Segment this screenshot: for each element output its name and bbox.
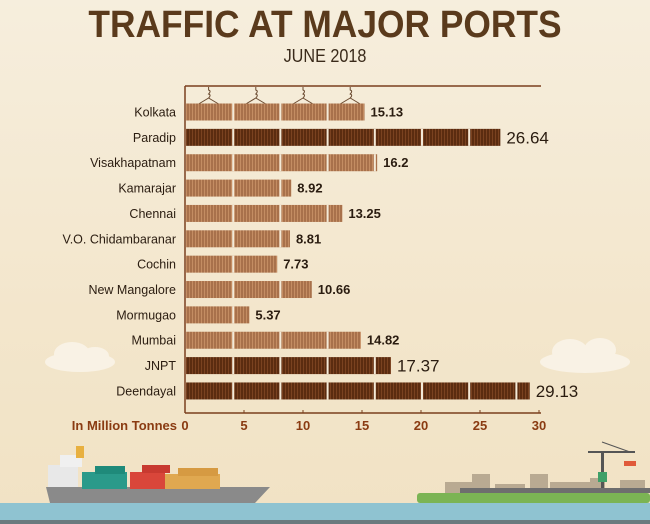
bar — [186, 306, 250, 324]
x-tick-label: 0 — [181, 418, 188, 433]
chart-title: TRAFFIC AT MAJOR PORTS — [88, 4, 562, 46]
bar — [186, 255, 278, 273]
value-label: 29.13 — [536, 382, 579, 401]
land — [417, 493, 650, 503]
category-label: New Mangalore — [88, 283, 176, 297]
category-labels: Kolkata Paradip Visakhapatnam Kamarajar Chen… — [63, 106, 177, 399]
bar — [186, 154, 378, 172]
bar — [186, 128, 501, 146]
category-label: Mormugao — [116, 308, 176, 322]
value-label: 8.81 — [296, 231, 321, 246]
crane-icon — [588, 441, 636, 488]
bar — [186, 357, 391, 375]
hook-icon — [292, 87, 314, 105]
category-label: JNPT — [145, 359, 177, 373]
category-label: V.O. Chidambaranar — [63, 232, 177, 246]
value-label: 10.66 — [318, 282, 351, 297]
value-label: 5.37 — [255, 307, 280, 322]
x-tick-label: 5 — [240, 418, 247, 433]
category-label: Kolkata — [134, 106, 176, 120]
cloud-left-icon — [45, 342, 115, 372]
category-label: Chennai — [129, 207, 176, 221]
x-tick-label: 10 — [296, 418, 310, 433]
x-tick-label: 30 — [532, 418, 546, 433]
category-label: Kamarajar — [118, 182, 176, 196]
category-label: Deendayal — [116, 384, 176, 398]
bars-group — [186, 103, 530, 400]
x-axis-ticks: 0 5 10 15 20 25 30 — [181, 410, 546, 433]
cloud-right-icon — [540, 338, 630, 373]
value-label: 15.13 — [371, 105, 404, 120]
chart-subtitle: JUNE 2018 — [283, 46, 367, 66]
category-label: Paradip — [133, 131, 176, 145]
bar — [186, 331, 361, 349]
value-label: 14.82 — [367, 333, 400, 348]
bar — [186, 382, 530, 400]
water — [0, 503, 650, 520]
value-label: 7.73 — [283, 257, 308, 272]
hook-icon — [198, 87, 219, 105]
value-label: 26.64 — [506, 128, 549, 147]
bar — [186, 179, 292, 197]
value-label: 17.37 — [397, 357, 440, 376]
cargo-ship-icon — [46, 446, 270, 503]
x-tick-label: 25 — [473, 418, 487, 433]
category-label: Mumbai — [132, 334, 176, 348]
category-label: Visakhapatnam — [90, 156, 176, 170]
value-labels: 15.13 26.64 16.2 8.92 13.25 8.81 7.73 10.66 5.37… — [255, 105, 578, 401]
value-label: 8.92 — [297, 181, 322, 196]
hook-icon — [245, 87, 267, 105]
bar — [186, 204, 343, 222]
x-tick-label: 15 — [355, 418, 369, 433]
category-label: Cochin — [137, 258, 176, 272]
value-label: 13.25 — [348, 206, 381, 221]
bar — [186, 103, 365, 121]
bar — [186, 281, 312, 299]
crane-hooks — [198, 87, 361, 105]
bar — [186, 230, 290, 248]
hook-icon — [339, 87, 361, 105]
x-axis-label: In Million Tonnes — [72, 418, 177, 433]
value-label: 16.2 — [383, 155, 408, 170]
x-tick-label: 20 — [414, 418, 428, 433]
